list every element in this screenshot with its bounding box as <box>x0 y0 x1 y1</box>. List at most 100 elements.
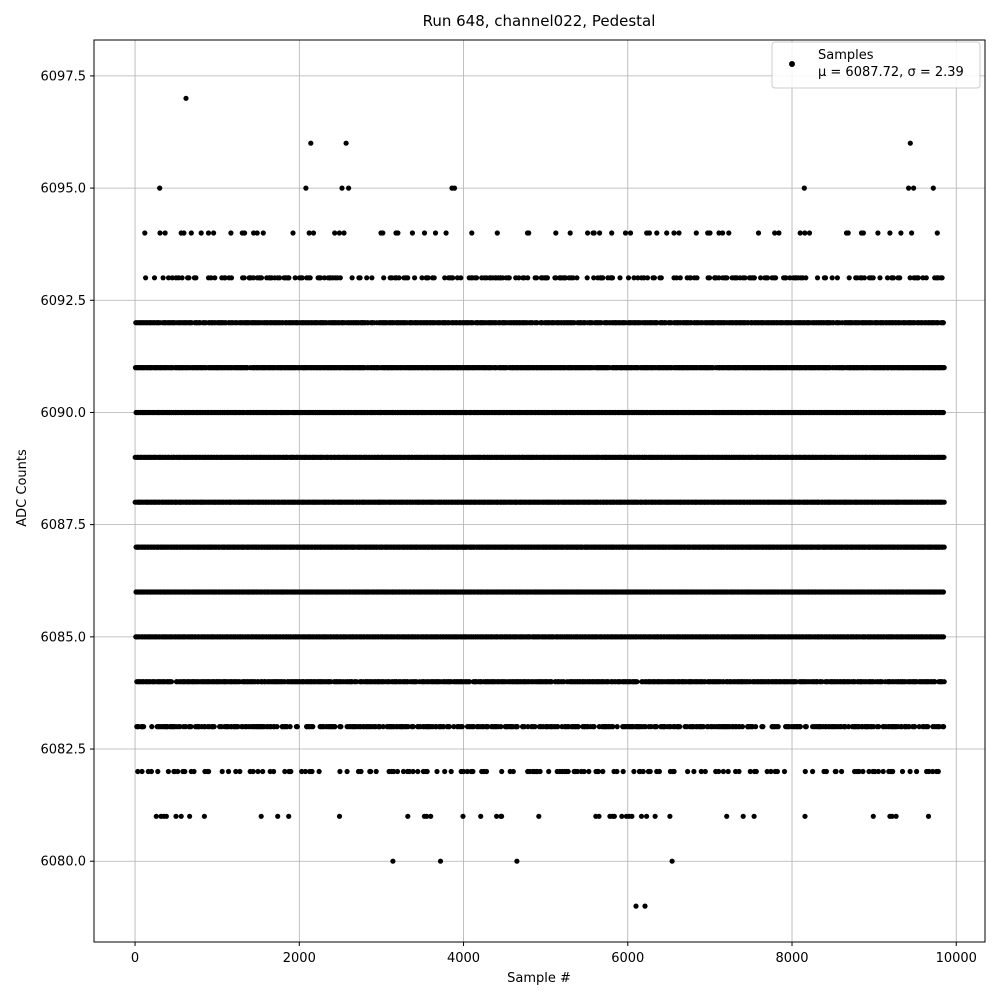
data-point <box>178 813 184 819</box>
data-point <box>299 768 305 775</box>
data-point <box>421 230 428 236</box>
data-point <box>658 275 664 281</box>
data-point <box>148 768 154 775</box>
data-point <box>611 813 618 819</box>
data-point <box>640 768 646 775</box>
data-point <box>609 230 615 236</box>
data-point <box>175 768 181 775</box>
data-point <box>142 230 148 236</box>
data-point <box>432 230 439 236</box>
data-point <box>381 275 387 281</box>
data-point <box>198 230 204 236</box>
data-point <box>405 275 411 281</box>
data-points <box>132 95 947 909</box>
data-point <box>460 813 466 819</box>
data-point <box>237 768 243 775</box>
data-point <box>168 679 175 685</box>
data-point <box>506 275 512 281</box>
data-point <box>258 275 265 281</box>
data-point <box>656 768 663 775</box>
data-point <box>619 813 625 819</box>
data-point <box>525 275 531 281</box>
data-point <box>135 768 141 775</box>
data-point <box>157 230 163 236</box>
data-point <box>235 724 241 730</box>
data-point <box>597 230 603 236</box>
data-point <box>310 230 317 236</box>
data-point <box>357 275 363 281</box>
data-point <box>206 768 212 775</box>
data-point <box>292 275 298 281</box>
data-point <box>553 230 559 236</box>
data-point <box>644 275 651 281</box>
data-point <box>369 275 375 281</box>
data-point <box>443 230 449 236</box>
data-point <box>575 724 581 730</box>
data-point <box>201 813 207 819</box>
data-point <box>302 768 308 775</box>
data-point <box>596 813 602 819</box>
data-point <box>317 275 324 281</box>
data-point <box>294 724 300 730</box>
data-point <box>664 230 670 236</box>
data-point <box>574 275 580 281</box>
data-point <box>337 275 343 281</box>
data-point <box>228 230 234 236</box>
data-point <box>181 230 187 236</box>
data-point <box>622 230 629 236</box>
data-point <box>344 768 350 775</box>
data-point <box>434 768 440 775</box>
data-point <box>586 768 592 775</box>
data-point <box>459 724 465 730</box>
data-point <box>494 230 500 236</box>
data-point <box>629 813 635 819</box>
data-point <box>332 230 338 236</box>
data-point <box>634 679 640 685</box>
data-point <box>179 275 185 281</box>
data-point <box>584 275 590 281</box>
data-point <box>149 724 155 730</box>
data-point <box>458 275 464 281</box>
data-point <box>614 724 620 730</box>
data-point <box>211 724 217 730</box>
data-point <box>177 724 183 730</box>
data-point <box>395 230 401 236</box>
data-point <box>153 813 159 819</box>
data-point <box>565 768 571 775</box>
data-point <box>431 275 437 281</box>
data-point <box>186 275 192 281</box>
data-point <box>310 724 316 730</box>
data-point <box>499 813 505 819</box>
data-point <box>609 275 616 281</box>
data-point <box>160 275 166 281</box>
data-point <box>600 768 606 775</box>
data-point <box>448 768 454 775</box>
data-point <box>364 275 370 281</box>
data-point <box>307 275 313 281</box>
data-point <box>581 768 587 775</box>
data-point <box>182 768 188 775</box>
data-point <box>358 768 364 775</box>
data-point <box>341 230 347 236</box>
data-point <box>412 275 418 281</box>
data-point <box>225 768 232 775</box>
data-point <box>567 230 573 236</box>
data-point <box>275 813 281 819</box>
data-point <box>415 768 421 775</box>
data-point <box>442 768 448 775</box>
data-point <box>617 275 623 281</box>
data-point <box>349 275 355 281</box>
data-point <box>251 230 257 236</box>
data-point <box>219 768 225 775</box>
data-point <box>321 275 327 281</box>
data-point <box>450 275 456 281</box>
data-point <box>191 768 197 775</box>
data-point <box>591 724 597 730</box>
data-point <box>187 813 193 819</box>
data-point <box>534 275 540 281</box>
data-point <box>591 230 597 236</box>
data-point <box>165 768 171 775</box>
data-point <box>332 724 338 730</box>
data-point <box>510 768 516 775</box>
